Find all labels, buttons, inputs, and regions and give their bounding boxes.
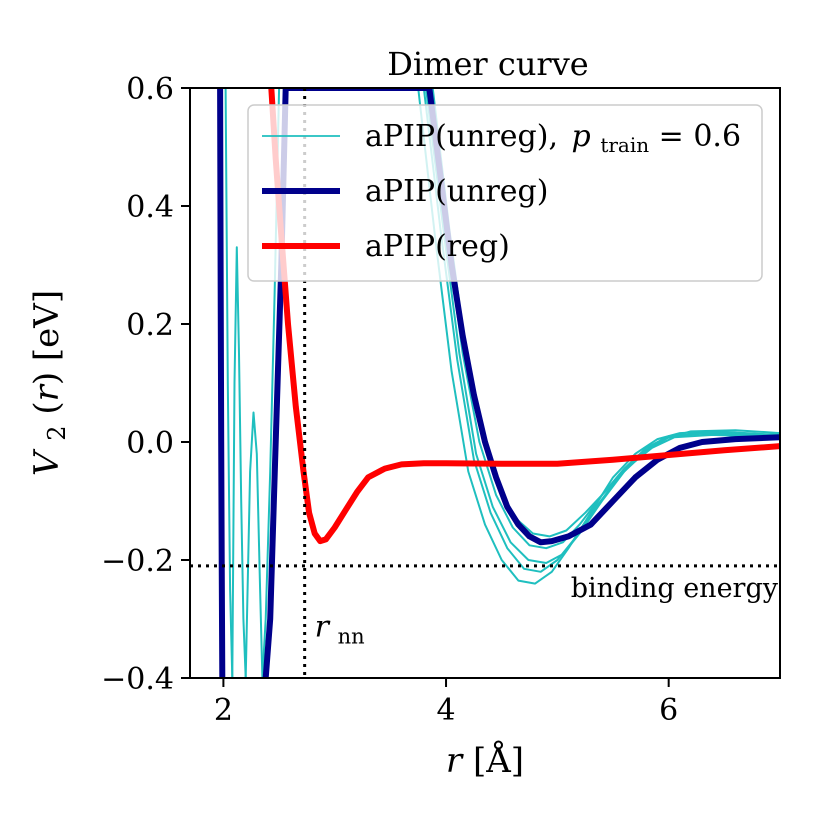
x-axis-label-symbol: r bbox=[446, 741, 464, 781]
legend-label-sample-p: p bbox=[572, 119, 591, 154]
series-line-apip-unreg-p-train-0-6-left-wells-c bbox=[244, 411, 264, 678]
legend-label-sample-value: = 0.6 bbox=[659, 119, 741, 154]
y-tick-label: 0.6 bbox=[126, 72, 174, 107]
series-line-apip-unreg-p-train-0-6-sample-4 bbox=[428, 88, 780, 550]
y-axis-label-subscript: 2 bbox=[43, 425, 71, 440]
legend-label-sample: aPIP(unreg), p train = 0.6 bbox=[365, 119, 741, 160]
y-axis-label-close: ) bbox=[27, 372, 67, 385]
chart-title: Dimer curve bbox=[387, 45, 588, 83]
y-axis-label-symbol: V bbox=[27, 448, 67, 476]
x-axis-label-unit: [Å] bbox=[473, 740, 524, 781]
binding-energy-label: binding energy bbox=[571, 573, 779, 604]
r-nn-label: r nn bbox=[315, 610, 365, 649]
legend: aPIP(unreg), p train = 0.6 aPIP(unreg) a… bbox=[247, 104, 763, 282]
x-tick-label: 4 bbox=[436, 693, 455, 728]
r-nn-subscript: nn bbox=[338, 625, 365, 649]
x-tick-label: 2 bbox=[214, 693, 233, 728]
plot-frame bbox=[189, 87, 781, 679]
series-line-apip-unreg-p-train-0-6-left-wells-a bbox=[224, 88, 234, 678]
series-layer bbox=[217, 88, 780, 678]
y-tick-label: −0.2 bbox=[101, 544, 174, 579]
y-tick-label: 0.0 bbox=[126, 426, 174, 461]
series-line-apip-unreg-p-train-0-6-sample-3 bbox=[425, 88, 780, 564]
x-tick-label: 6 bbox=[659, 693, 678, 728]
r-nn-symbol: r bbox=[315, 610, 331, 645]
y-axis-ticks: −0.4 −0.2 0.0 0.2 0.4 0.6 bbox=[101, 72, 190, 697]
y-axis-label-unit: [eV] bbox=[27, 290, 67, 361]
legend-label-sample-sub: train bbox=[600, 133, 649, 157]
y-axis-label-r: r bbox=[27, 383, 67, 401]
series-line-apip-reg bbox=[268, 88, 780, 545]
x-axis-label: r [Å] bbox=[446, 740, 524, 781]
y-tick-label: 0.2 bbox=[126, 308, 174, 343]
series-line-apip-unreg-p-train-0-6-left-wells-b bbox=[231, 246, 247, 678]
y-tick-label: −0.4 bbox=[101, 662, 174, 697]
x-axis-ticks: 2 4 6 bbox=[214, 678, 678, 728]
series-line-apip-unreg bbox=[262, 88, 780, 678]
legend-label-sample-main: aPIP(unreg), bbox=[365, 119, 558, 154]
legend-label-unreg: aPIP(unreg) bbox=[365, 174, 548, 209]
series-line-apip-unreg-left-branch bbox=[217, 88, 226, 678]
y-axis-label: V 2 (r) [eV] bbox=[27, 290, 74, 476]
legend-label-reg: aPIP(reg) bbox=[365, 229, 510, 264]
y-axis-label-arg: ( bbox=[27, 401, 67, 414]
y-tick-label: 0.4 bbox=[126, 190, 174, 225]
legend-box bbox=[247, 104, 763, 282]
